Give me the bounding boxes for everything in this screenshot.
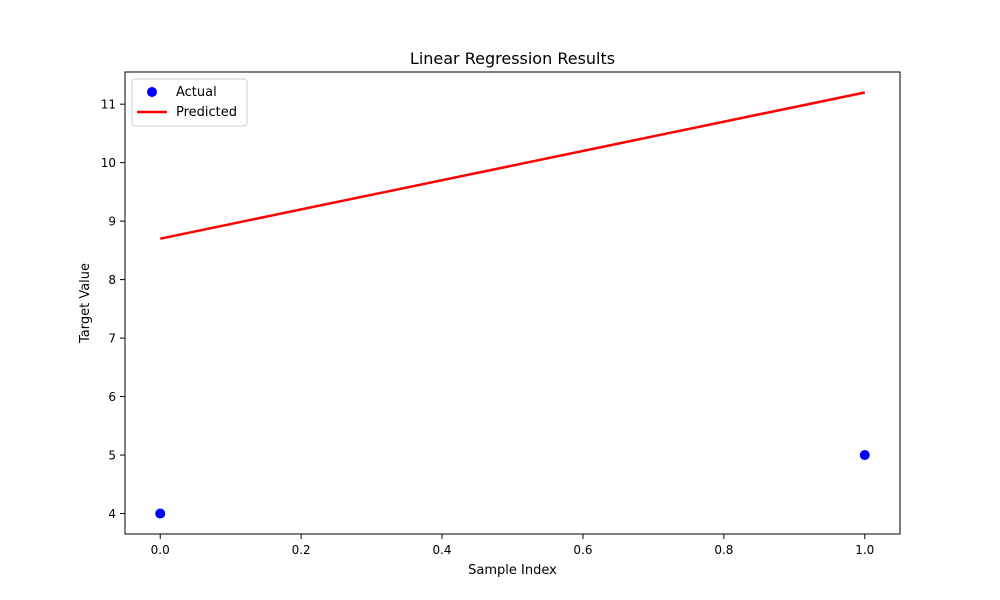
plot-area (155, 91, 870, 519)
actual-point (155, 508, 166, 519)
y-tick-label: 10 (101, 156, 116, 170)
y-tick-label: 4 (108, 507, 116, 521)
x-tick-label: 0.0 (151, 543, 170, 557)
x-axis-label: Sample Index (468, 563, 557, 578)
y-tick-label: 7 (108, 332, 116, 346)
x-tick-label: 0.4 (432, 543, 451, 557)
x-tick-label: 1.0 (855, 543, 874, 557)
x-tick-label: 0.6 (573, 543, 592, 557)
chart-title: Linear Regression Results (410, 49, 615, 68)
y-tick-label: 8 (108, 273, 116, 287)
y-tick-label: 6 (108, 390, 116, 404)
actual-point (859, 450, 870, 461)
y-axis-label: Target Value (78, 263, 93, 344)
y-tick-label: 5 (108, 449, 116, 463)
legend-box (131, 78, 248, 127)
legend-actual-label: Actual (176, 85, 217, 100)
x-tick-label: 0.2 (292, 543, 311, 557)
y-tick-label: 11 (101, 98, 116, 112)
y-tick-label: 9 (108, 215, 116, 229)
x-axis-ticks: 0.0 0.2 0.4 0.6 0.8 1.0 (151, 534, 874, 557)
predicted-line (159, 91, 866, 240)
axes-frame (124, 71, 901, 535)
legend: Actual Predicted (131, 78, 248, 127)
legend-predicted-label: Predicted (176, 105, 237, 120)
legend-actual-marker (147, 87, 157, 97)
x-tick-label: 0.8 (714, 543, 733, 557)
y-axis-ticks: 4 5 6 7 8 9 10 11 (101, 98, 125, 521)
